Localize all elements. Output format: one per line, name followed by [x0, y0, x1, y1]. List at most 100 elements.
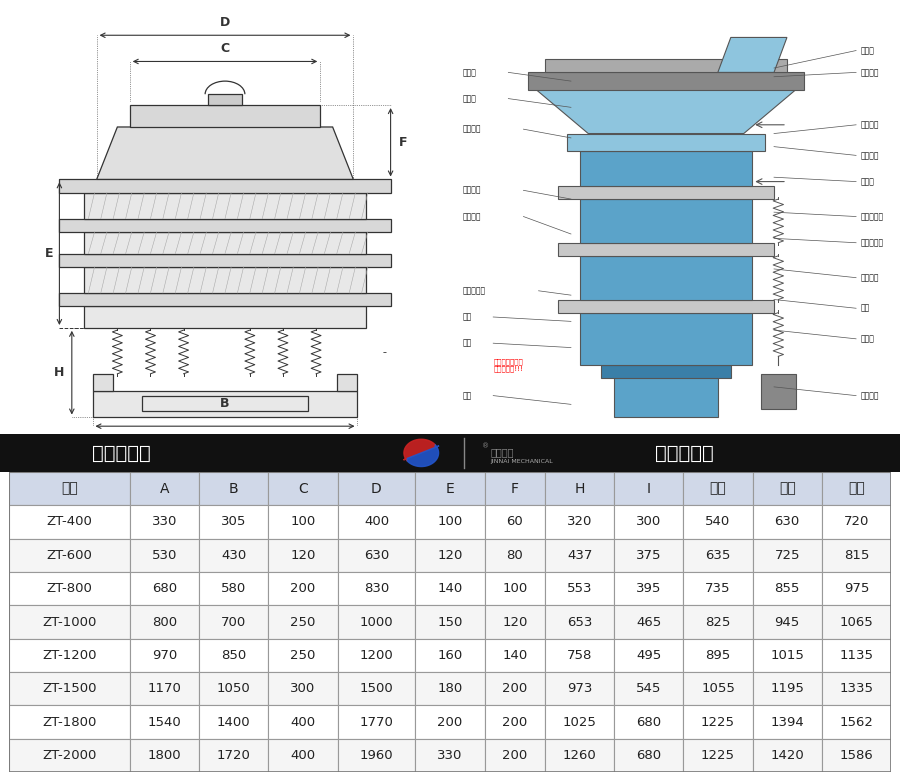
Text: D: D [371, 481, 382, 495]
Text: 三层: 三层 [848, 481, 865, 495]
Text: 375: 375 [636, 549, 662, 562]
Bar [683, 672, 752, 705]
Text: 1400: 1400 [217, 716, 250, 729]
Bar [268, 539, 338, 572]
Text: 1586: 1586 [840, 749, 873, 762]
Text: 330: 330 [152, 516, 177, 529]
Text: F: F [399, 136, 408, 149]
Bar [59, 218, 391, 232]
Text: 200: 200 [502, 716, 527, 729]
Bar [545, 539, 615, 572]
Text: 200: 200 [291, 582, 316, 595]
Text: 580: 580 [221, 582, 247, 595]
Text: 1025: 1025 [562, 716, 597, 729]
Text: 180: 180 [437, 682, 463, 695]
Text: H: H [574, 481, 585, 495]
Bar [416, 539, 484, 572]
Bar [822, 605, 891, 639]
Text: 弹簧: 弹簧 [463, 339, 473, 348]
Bar [822, 639, 891, 672]
Bar [338, 472, 416, 505]
Text: 电动机: 电动机 [860, 335, 874, 343]
Bar [484, 505, 545, 539]
Text: E: E [446, 481, 454, 495]
Polygon shape [96, 127, 354, 179]
Text: 100: 100 [437, 516, 463, 529]
Text: ZT-800: ZT-800 [47, 582, 93, 595]
Bar [416, 705, 484, 739]
Text: 1960: 1960 [360, 749, 393, 762]
Bar [484, 605, 545, 639]
Bar [752, 605, 822, 639]
Bar [683, 605, 752, 639]
Text: B: B [229, 481, 238, 495]
Text: 653: 653 [567, 615, 592, 629]
Bar [338, 705, 416, 739]
Bar [558, 300, 774, 313]
Text: ZT-1200: ZT-1200 [42, 649, 97, 662]
Text: 球形清洗板: 球形清洗板 [860, 212, 884, 221]
Bar [85, 306, 365, 328]
Bar [199, 472, 268, 505]
Bar [527, 73, 805, 90]
Bar [545, 572, 615, 605]
Bar [683, 505, 752, 539]
Text: 330: 330 [437, 749, 463, 762]
Text: 973: 973 [567, 682, 592, 695]
Text: 1500: 1500 [360, 682, 393, 695]
Bar [545, 639, 615, 672]
Text: 100: 100 [502, 582, 527, 595]
Text: 200: 200 [437, 716, 463, 729]
Text: 140: 140 [502, 649, 527, 662]
Text: 1000: 1000 [360, 615, 393, 629]
Text: 运输用固定螺栓
试机时去掉!!!: 运输用固定螺栓 试机时去掉!!! [493, 358, 523, 372]
Bar [93, 392, 357, 417]
Bar [545, 705, 615, 739]
Bar [199, 505, 268, 539]
Bar [545, 472, 615, 505]
Text: 830: 830 [364, 582, 389, 595]
Bar [130, 472, 199, 505]
Bar [752, 539, 822, 572]
Bar [9, 539, 130, 572]
Text: 200: 200 [502, 682, 527, 695]
Text: 顶部框架: 顶部框架 [463, 125, 482, 133]
Text: B: B [220, 397, 230, 410]
Text: 800: 800 [152, 615, 177, 629]
Bar [752, 672, 822, 705]
Bar [615, 605, 683, 639]
Bar [416, 572, 484, 605]
Text: 底部框架: 底部框架 [463, 212, 482, 221]
Bar [9, 672, 130, 705]
Text: 430: 430 [221, 549, 247, 562]
Bar [9, 572, 130, 605]
Text: 振体: 振体 [860, 303, 869, 313]
Bar [130, 605, 199, 639]
Bar [484, 539, 545, 572]
Bar [338, 505, 416, 539]
Text: 250: 250 [291, 649, 316, 662]
Text: 60: 60 [507, 516, 523, 529]
Bar [822, 705, 891, 739]
Bar [615, 539, 683, 572]
Bar [580, 151, 752, 186]
Text: 150: 150 [437, 615, 463, 629]
Bar [615, 639, 683, 672]
Bar [130, 572, 199, 605]
Bar [130, 739, 199, 772]
Polygon shape [718, 37, 787, 73]
Bar [199, 639, 268, 672]
Text: 250: 250 [291, 615, 316, 629]
Bar [822, 505, 891, 539]
Text: 一般结构图: 一般结构图 [654, 444, 714, 463]
Bar [337, 374, 357, 392]
Bar [558, 243, 774, 256]
Text: 压紧环: 压紧环 [463, 94, 477, 103]
Text: 1135: 1135 [840, 649, 873, 662]
Bar [683, 572, 752, 605]
Text: ®: ® [482, 443, 490, 449]
Text: 济宁机械: 济宁机械 [491, 448, 514, 457]
Bar [416, 505, 484, 539]
Text: 300: 300 [291, 682, 316, 695]
Bar [615, 672, 683, 705]
